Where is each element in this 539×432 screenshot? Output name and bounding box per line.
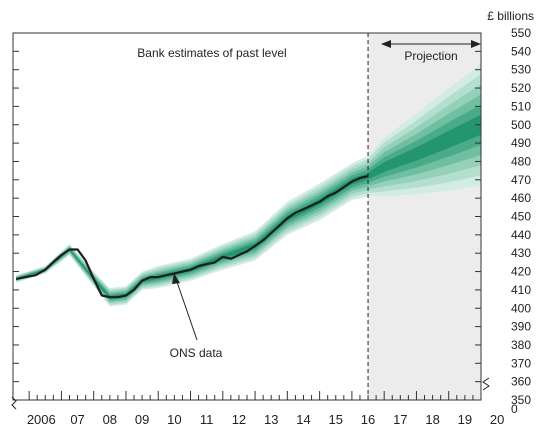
x-tick-label: 18: [425, 412, 439, 427]
ons-data-label: ONS data: [170, 346, 223, 360]
x-tick-label: 07: [70, 412, 84, 427]
x-axis: 2006 07 08 09 10 11 12 13 14 15 16 17 18 19 20: [11, 391, 504, 427]
x-tick-label: 08: [103, 412, 117, 427]
y-tick-label: 0: [511, 402, 518, 416]
y-tick-label: 500: [511, 118, 531, 132]
past-level-label: Bank estimates of past level: [137, 46, 286, 60]
fan-bands: [16, 64, 481, 307]
x-tick-label: 14: [296, 412, 310, 427]
y-tick-label: 390: [511, 320, 531, 334]
fan-band-2: [16, 74, 481, 305]
y-tick-label: 450: [511, 210, 531, 224]
x-tick-label: 12: [232, 412, 246, 427]
y-tick-label: 530: [511, 63, 531, 77]
y-tick-label: 440: [511, 228, 531, 242]
projection-label: Projection: [404, 49, 457, 63]
y-tick-label: 420: [511, 265, 531, 279]
ons-callout: [172, 273, 198, 341]
y-tick-label: 480: [511, 154, 531, 168]
y-tick-label: 350: [511, 393, 531, 407]
x-tick-label: 17: [393, 412, 407, 427]
y-tick-label: 510: [511, 99, 531, 113]
y-tick-label: 490: [511, 136, 531, 150]
ons-data-line: [15, 175, 369, 299]
x-tick-label: 15: [329, 412, 343, 427]
x-tick-label: 19: [458, 412, 472, 427]
y-tick-label: 360: [511, 375, 531, 389]
x-tick-label: 10: [167, 412, 181, 427]
y-tick-label: 400: [511, 301, 531, 315]
x-tick-label: 2006: [27, 412, 56, 427]
y-tick-label: 470: [511, 173, 531, 187]
left-axis-ticks: [13, 50, 19, 383]
y-tick-label: 550: [511, 26, 531, 40]
x-tick-label: 09: [135, 412, 149, 427]
y-tick-label: 460: [511, 191, 531, 205]
y-tick-label: 410: [511, 283, 531, 297]
projection-arrow: [381, 40, 481, 48]
x-tick-label: 16: [361, 412, 375, 427]
y-tick-label: 430: [511, 246, 531, 260]
x-tick-label: 11: [200, 412, 214, 427]
y-tick-label: 520: [511, 81, 531, 95]
axis-break-left: [11, 396, 17, 410]
y-tick-label: 380: [511, 338, 531, 352]
y-tick-label: 540: [511, 44, 531, 58]
axis-break-right: [482, 377, 490, 391]
x-tick-label: 20: [490, 412, 504, 427]
unit-label: £ billions: [487, 9, 534, 23]
y-tick-label: 370: [511, 356, 531, 370]
x-tick-label: 13: [264, 412, 278, 427]
